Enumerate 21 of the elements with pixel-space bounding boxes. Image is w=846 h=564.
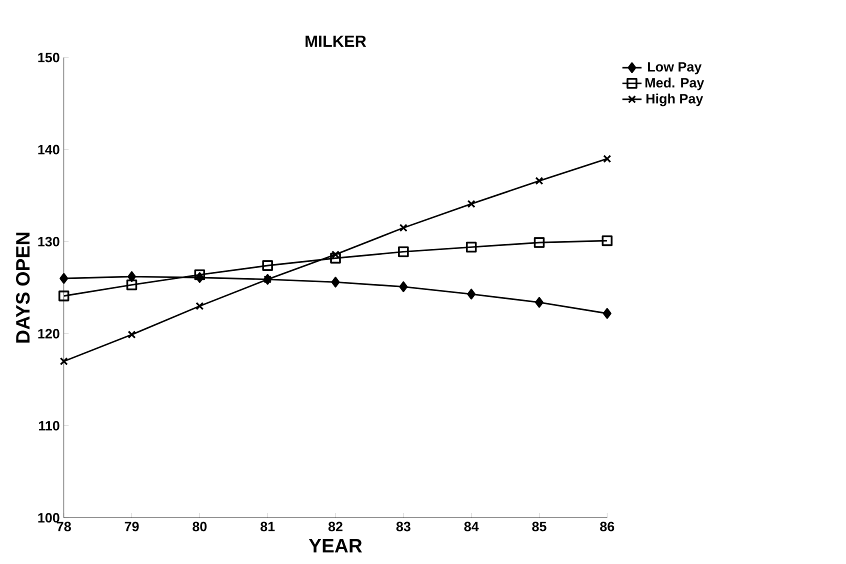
chart-title: MILKER — [306, 36, 366, 47]
legend-label: Med. Pay — [645, 78, 704, 90]
y-tick-label: 130 — [38, 236, 60, 246]
legend-label: High Pay — [646, 94, 704, 106]
x-tick-label: 79 — [124, 522, 139, 532]
x-axis-title: YEAR — [308, 538, 362, 552]
y-tick-label: 110 — [39, 420, 60, 430]
x-tick-label: 86 — [600, 522, 614, 532]
y-axis-title: DAYS OPEN — [16, 232, 30, 343]
x-tick-label: 81 — [260, 522, 275, 532]
x-tick-label: 84 — [464, 522, 479, 532]
x-tick-label: 80 — [192, 522, 207, 532]
y-tick-label: 140 — [38, 144, 60, 154]
x-tick-label: 82 — [328, 522, 342, 532]
y-tick-label: 120 — [38, 328, 60, 338]
y-tick-label: 100 — [38, 512, 60, 523]
legend-label: Low Pay — [648, 62, 702, 74]
x-tick-label: 85 — [532, 522, 546, 532]
y-tick-label: 150 — [38, 52, 60, 62]
x-tick-label: 78 — [56, 522, 71, 532]
x-tick-label: 83 — [396, 522, 410, 532]
